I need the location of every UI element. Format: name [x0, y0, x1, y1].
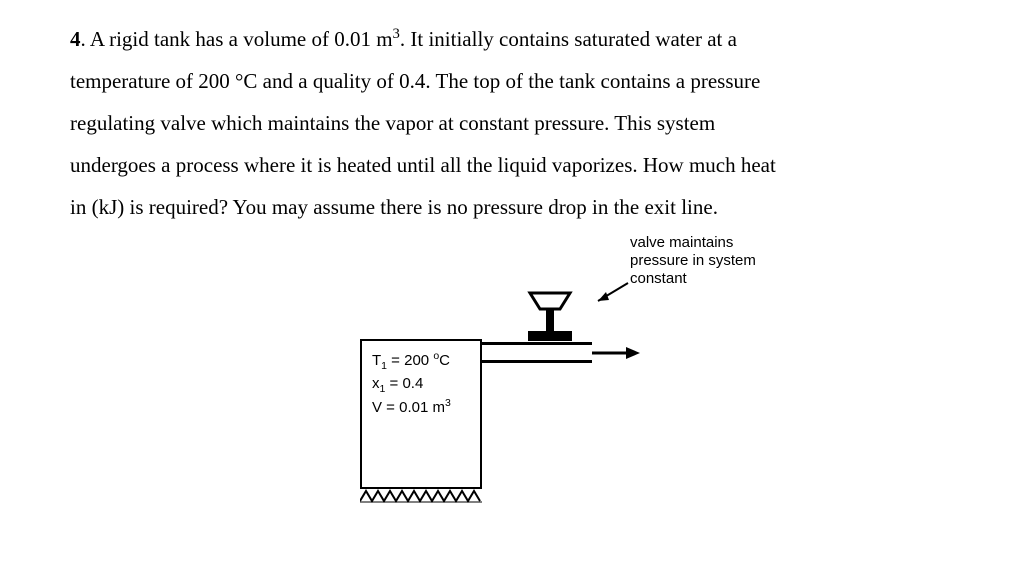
page: 4. A rigid tank has a volume of 0.01 m3.…: [0, 0, 1024, 504]
outlet-pipe: [482, 342, 652, 382]
pipe-top-line: [482, 342, 592, 345]
diagram: valve maintains pressure in system const…: [300, 234, 900, 504]
flow-arrow-icon: [592, 344, 642, 362]
label-arrow-icon: [590, 279, 630, 309]
tank-state-text: T1 = 200 oC x1 = 0.4 V = 0.01 m3: [372, 349, 451, 419]
heater-icon: [360, 489, 482, 503]
valve-label: valve maintains pressure in system const…: [630, 234, 756, 288]
pipe-bottom-line: [482, 360, 592, 363]
problem-statement: 4. A rigid tank has a volume of 0.01 m3.…: [70, 18, 954, 228]
tank: T1 = 200 oC x1 = 0.4 V = 0.01 m3: [360, 339, 482, 489]
problem-number: 4: [70, 27, 81, 51]
valve-icon: [510, 289, 590, 347]
